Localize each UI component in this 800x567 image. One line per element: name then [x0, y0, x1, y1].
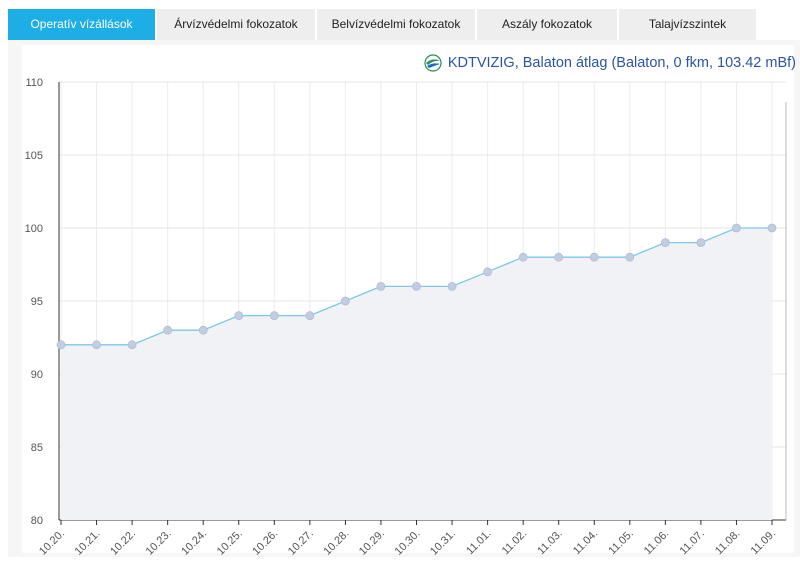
data-point[interactable] — [56, 340, 66, 350]
y-tick-label: 85 — [31, 442, 43, 454]
data-point[interactable] — [163, 325, 173, 335]
x-tick-label: 11.01. — [464, 528, 494, 558]
data-point[interactable] — [269, 311, 279, 321]
data-point[interactable] — [340, 296, 350, 306]
x-tick-label: 11.02. — [500, 528, 530, 558]
data-point[interactable] — [127, 340, 137, 350]
series-area — [61, 228, 772, 520]
y-tick-label: 90 — [31, 369, 43, 381]
data-point[interactable] — [483, 267, 493, 277]
x-tick-label: 11.06. — [642, 528, 672, 558]
kdtvizig-logo-icon — [424, 54, 442, 72]
x-tick-label: 10.22. — [108, 528, 138, 558]
x-tick-label: 10.27. — [286, 528, 316, 558]
y-tick-label: 95 — [31, 296, 43, 308]
y-tick-label: 80 — [31, 515, 43, 527]
data-point[interactable] — [625, 252, 635, 262]
x-tick-label: 11.03. — [535, 528, 565, 558]
x-tick-label: 10.31. — [428, 528, 458, 558]
data-point[interactable] — [767, 223, 777, 233]
x-tick-label: 10.20. — [37, 528, 67, 558]
x-tick-label: 10.26. — [250, 528, 280, 558]
data-point[interactable] — [732, 223, 741, 233]
data-point[interactable] — [234, 311, 244, 321]
tab-5[interactable]: Talajvízszintek — [619, 9, 756, 40]
chart-title-text: KDTVIZIG, Balaton átlag (Balaton, 0 fkm,… — [447, 55, 796, 71]
x-tick-label: 11.09. — [749, 528, 779, 558]
tab-3[interactable]: Belvízvédelmi fokozatok — [317, 9, 475, 40]
x-tick-label: 10.29. — [357, 528, 387, 558]
y-tick-label: 100 — [25, 223, 43, 235]
data-point[interactable] — [589, 252, 599, 262]
data-point[interactable] — [412, 281, 421, 291]
x-tick-label: 10.21. — [73, 528, 103, 558]
data-point[interactable] — [518, 252, 528, 262]
x-tick-label: 11.08. — [713, 528, 743, 558]
data-point[interactable] — [376, 281, 386, 291]
data-point[interactable] — [305, 311, 315, 321]
tab-1[interactable]: Operatív vízállások — [8, 9, 155, 40]
x-tick-label: 11.07. — [677, 528, 707, 558]
data-point[interactable] — [92, 340, 101, 350]
data-point[interactable] — [660, 238, 670, 248]
y-tick-label: 110 — [25, 77, 43, 89]
chart-title: KDTVIZIG, Balaton átlag (Balaton, 0 fkm,… — [424, 53, 796, 73]
data-point[interactable] — [696, 238, 706, 248]
x-tick-label: 11.04. — [571, 528, 601, 558]
data-point[interactable] — [554, 252, 564, 262]
data-point[interactable] — [198, 325, 208, 335]
x-tick-label: 10.23. — [144, 528, 174, 558]
tab-2[interactable]: Árvízvédelmi fokozatok — [157, 9, 315, 40]
y-tick-label: 105 — [25, 150, 43, 162]
x-tick-label: 11.05. — [606, 528, 636, 558]
data-point[interactable] — [447, 281, 457, 291]
x-tick-label: 10.30. — [393, 528, 423, 558]
tab-4[interactable]: Aszály fokozatok — [477, 9, 617, 40]
x-tick-label: 10.24. — [179, 528, 209, 558]
x-tick-label: 10.25. — [215, 528, 245, 558]
x-tick-label: 10.28. — [321, 528, 351, 558]
